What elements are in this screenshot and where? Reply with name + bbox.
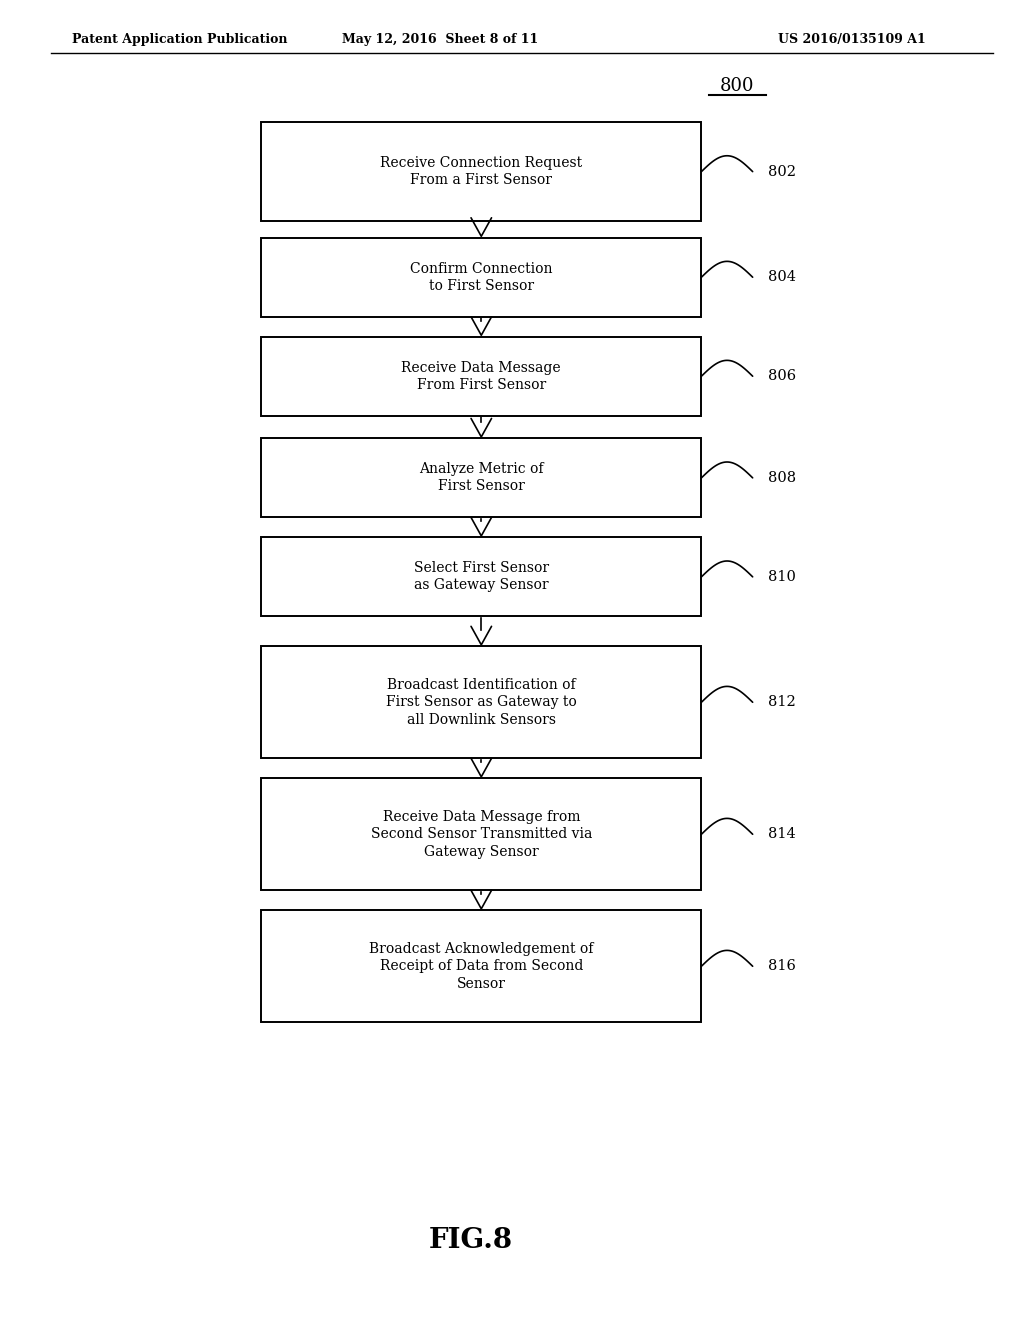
Text: Patent Application Publication: Patent Application Publication bbox=[72, 33, 287, 46]
Text: Broadcast Identification of
First Sensor as Gateway to
all Downlink Sensors: Broadcast Identification of First Sensor… bbox=[386, 678, 577, 726]
Text: 806: 806 bbox=[768, 370, 796, 383]
Text: Receive Connection Request
From a First Sensor: Receive Connection Request From a First … bbox=[380, 156, 583, 187]
Text: 810: 810 bbox=[768, 570, 796, 583]
Text: US 2016/0135109 A1: US 2016/0135109 A1 bbox=[778, 33, 926, 46]
Text: Confirm Connection
to First Sensor: Confirm Connection to First Sensor bbox=[410, 261, 553, 293]
Text: FIG.8: FIG.8 bbox=[429, 1228, 513, 1254]
Text: May 12, 2016  Sheet 8 of 11: May 12, 2016 Sheet 8 of 11 bbox=[342, 33, 539, 46]
FancyBboxPatch shape bbox=[261, 537, 701, 616]
FancyBboxPatch shape bbox=[261, 645, 701, 758]
Text: 808: 808 bbox=[768, 471, 796, 484]
Text: Broadcast Acknowledgement of
Receipt of Data from Second
Sensor: Broadcast Acknowledgement of Receipt of … bbox=[369, 942, 594, 990]
Text: 816: 816 bbox=[768, 960, 796, 973]
Text: 802: 802 bbox=[768, 165, 796, 178]
FancyBboxPatch shape bbox=[261, 337, 701, 416]
Text: 800: 800 bbox=[720, 77, 755, 95]
Text: 812: 812 bbox=[768, 696, 796, 709]
Text: Select First Sensor
as Gateway Sensor: Select First Sensor as Gateway Sensor bbox=[414, 561, 549, 593]
FancyBboxPatch shape bbox=[261, 911, 701, 1022]
FancyBboxPatch shape bbox=[261, 123, 701, 220]
Text: 814: 814 bbox=[768, 828, 796, 841]
FancyBboxPatch shape bbox=[261, 238, 701, 317]
FancyBboxPatch shape bbox=[261, 438, 701, 517]
Text: Receive Data Message from
Second Sensor Transmitted via
Gateway Sensor: Receive Data Message from Second Sensor … bbox=[371, 810, 592, 858]
Text: Analyze Metric of
First Sensor: Analyze Metric of First Sensor bbox=[419, 462, 544, 494]
FancyBboxPatch shape bbox=[261, 777, 701, 890]
Text: 804: 804 bbox=[768, 271, 796, 284]
Text: Receive Data Message
From First Sensor: Receive Data Message From First Sensor bbox=[401, 360, 561, 392]
